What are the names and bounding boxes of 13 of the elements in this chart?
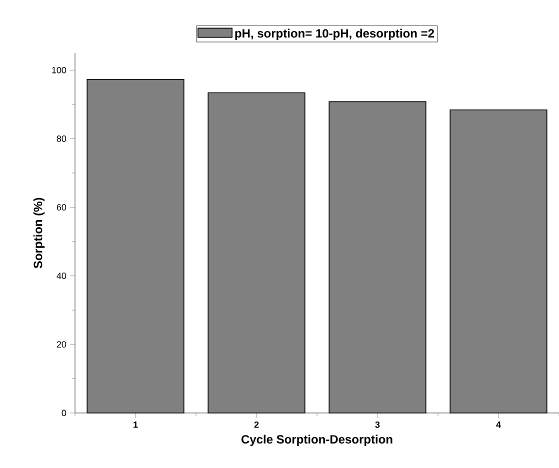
legend-label: pH, sorption= 10-pH, desorption =2 — [235, 28, 434, 40]
x-tick-label: 3 — [375, 422, 380, 428]
y-tick-label: 20 — [56, 341, 66, 348]
y-tick-label: 80 — [56, 136, 66, 142]
x-tick-label: 2 — [254, 422, 259, 428]
x-tick-label: 1 — [134, 422, 138, 428]
y-tick-label: 0 — [62, 410, 66, 416]
x-axis-title: Cycle Sorption-Desorption — [241, 434, 392, 446]
y-tick-label: 40 — [56, 272, 66, 280]
y-axis-title: Sorption (%) — [33, 198, 45, 268]
y-tick-label: 60 — [56, 204, 66, 210]
y-tick-label: 100 — [52, 66, 66, 74]
x-tick-label: 4 — [496, 422, 501, 428]
